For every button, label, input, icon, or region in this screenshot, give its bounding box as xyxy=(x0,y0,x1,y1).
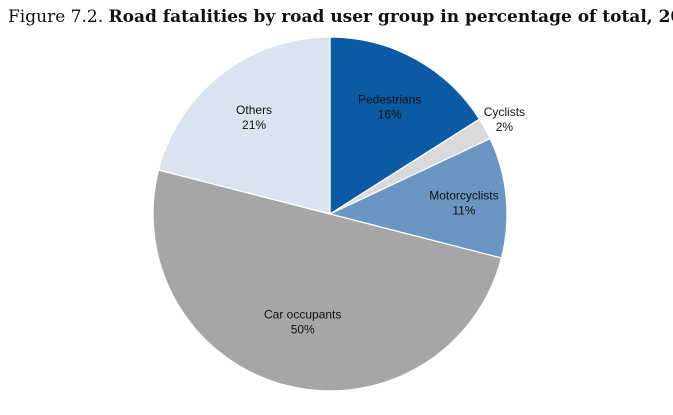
slice-value-motorcyclists: 11% xyxy=(452,203,475,217)
slice-label-cyclists: Cyclists xyxy=(484,105,525,119)
slice-label-motorcyclists: Motorcyclists xyxy=(429,188,498,202)
slice-value-others: 21% xyxy=(242,118,266,132)
slice-value-cyclists: 2% xyxy=(496,120,514,134)
slice-value-pedestrians: 16% xyxy=(378,107,402,121)
slice-value-car-occupants: 50% xyxy=(291,322,315,336)
slice-label-others: Others xyxy=(236,103,272,117)
slice-label-car-occupants: Car occupants xyxy=(264,307,341,321)
slice-label-pedestrians: Pedestrians xyxy=(358,92,421,106)
